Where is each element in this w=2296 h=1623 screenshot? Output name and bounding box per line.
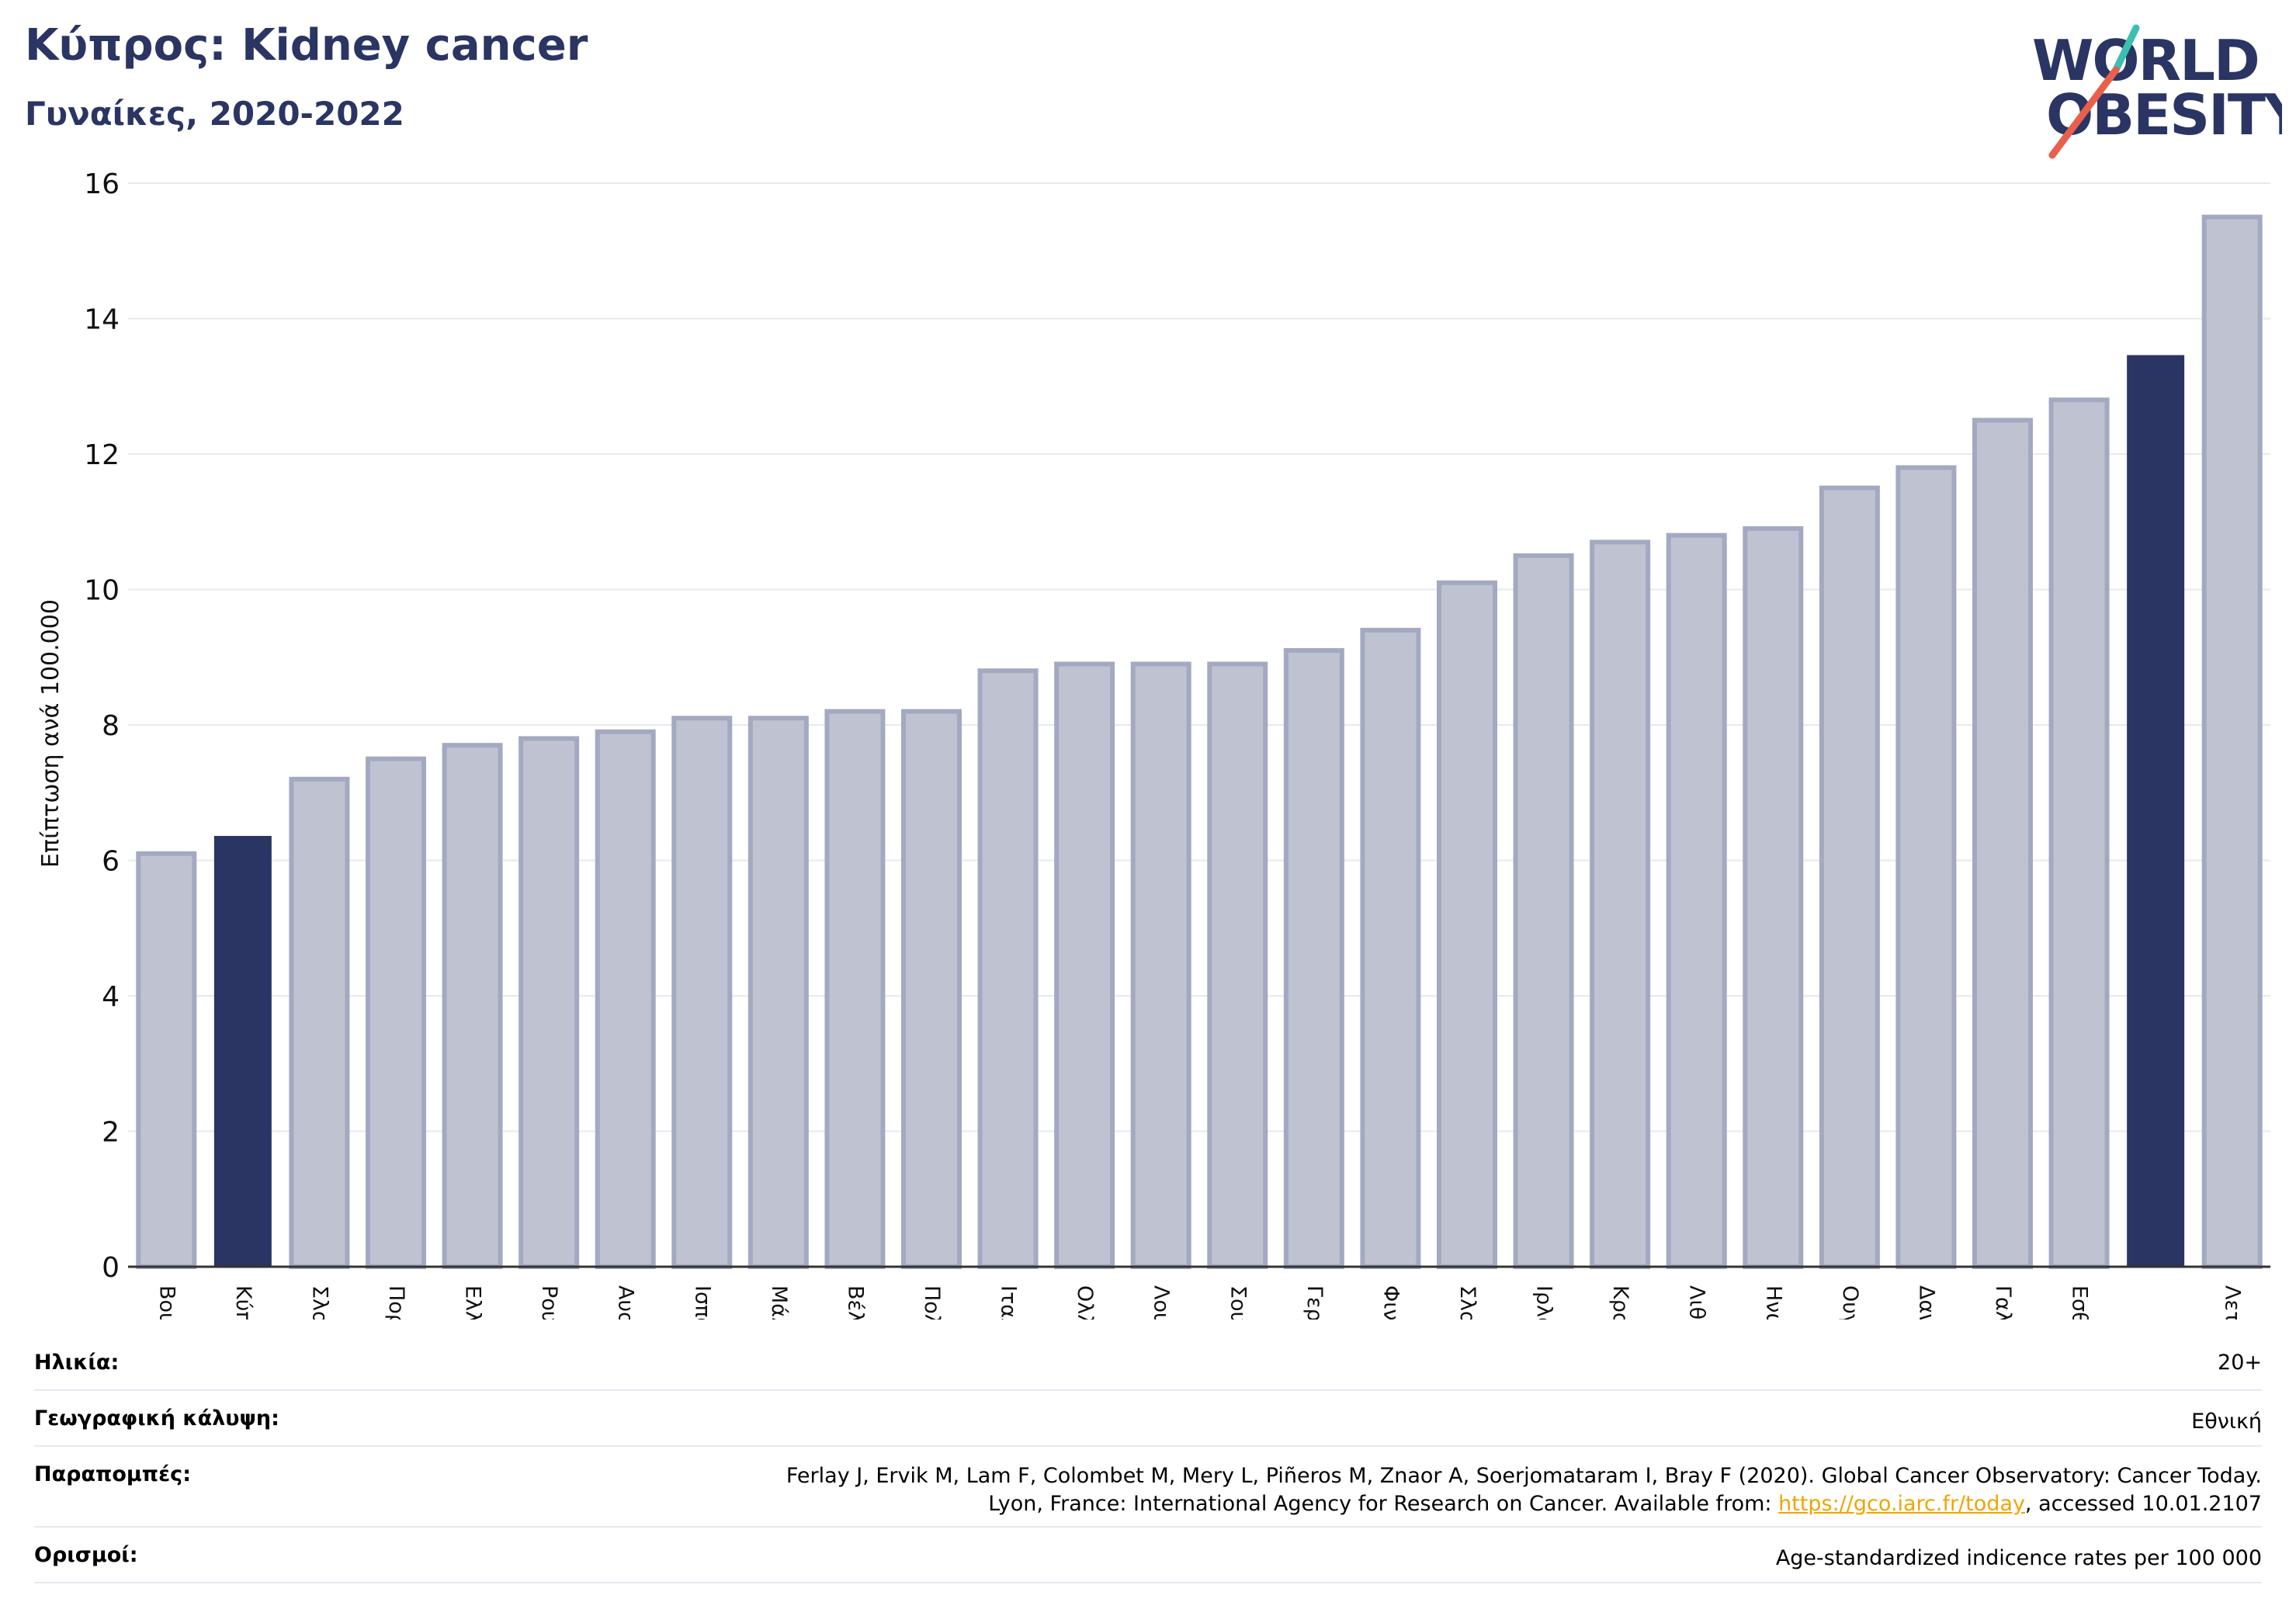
- y-tick-label: 14: [84, 304, 120, 336]
- info-value-coverage: Εθνική: [2191, 1410, 2262, 1434]
- bar-value: [1054, 661, 1115, 1269]
- chart-subtitle: Γυναίκες, 2020-2022: [25, 95, 404, 133]
- bar-value: [366, 756, 426, 1269]
- y-tick-label: 2: [102, 1117, 120, 1149]
- x-tick-label: Βέλγιο: [843, 1285, 867, 1320]
- bar-value: [747, 716, 809, 1269]
- x-tick-label: Ουγγαρία: [1838, 1285, 1862, 1320]
- bar-value: [1972, 418, 2033, 1269]
- x-tick-label: Βουλγαρία: [154, 1285, 179, 1320]
- logo-slash-red: [2048, 66, 2120, 159]
- reference-line-2-start: Lyon, France: International Agency for R…: [988, 1492, 1779, 1516]
- x-tick-label: Ελλάδα: [461, 1285, 485, 1320]
- info-key-definitions: Ορισμοί:: [34, 1543, 138, 1567]
- info-value-age: 20+: [2218, 1351, 2262, 1375]
- bar-value: [1130, 661, 1191, 1269]
- x-tick-label: Λιθουανία: [1685, 1285, 1709, 1320]
- y-tick-label: 8: [102, 710, 120, 742]
- y-tick-label: 4: [102, 981, 120, 1013]
- x-tick-label: Σουηδία: [1226, 1285, 1250, 1320]
- bar-value: [213, 835, 272, 1268]
- bar-chart: 0 2 4 6 8 10 12 14 16 Βουλγαρία Κύπρος Σλοβενία Πορτ…: [37, 168, 2270, 1320]
- info-row-coverage: Γεωγραφική κάλυψη: Εθνική: [34, 1389, 2262, 1447]
- bar-value: [1743, 525, 1804, 1269]
- x-tick-label: Ηνωμένο Βασίλειο: [1761, 1285, 1785, 1320]
- x-tick-label: Ολλανδία: [1073, 1285, 1097, 1320]
- bar-value: [1666, 532, 1727, 1269]
- y-tick-label: 10: [84, 575, 120, 607]
- bar-value: [1895, 465, 1957, 1270]
- info-value-definitions: Age-standardized indicence rates per 100…: [1775, 1546, 2262, 1570]
- info-key-references: Παραπομπές:: [34, 1462, 191, 1486]
- info-key-age: Ηλικία:: [34, 1351, 120, 1375]
- bar-value: [1360, 627, 1421, 1269]
- y-tick-label: 16: [84, 168, 120, 200]
- axes: 0 2 4 6 8 10 12 14 16 Βουλγαρία Κύπρος Σλοβενία Πορτ…: [84, 168, 2270, 1320]
- y-tick-label: 12: [84, 439, 120, 471]
- x-tick-label: Πολωνία: [920, 1285, 944, 1320]
- reference-line-2: Lyon, France: International Agency for R…: [786, 1490, 2262, 1518]
- x-tick-label: Ρουμανία: [537, 1285, 561, 1320]
- x-tick-label: Λετονία: [2221, 1285, 2245, 1320]
- bar-value: [2201, 214, 2263, 1269]
- y-axis-label: Επίπτωση ανά 100.000: [37, 599, 64, 868]
- info-row-definitions: Ορισμοί: Age-standardized indicence rate…: [34, 1526, 2262, 1583]
- x-tick-label: Εσθονία: [2068, 1285, 2092, 1320]
- bar-value: [1819, 485, 1880, 1269]
- x-tick-label: Ιρλανδία: [1532, 1285, 1556, 1320]
- logo-slash-teal: [2112, 24, 2140, 74]
- bar-value: [519, 736, 580, 1269]
- x-tick-label: Γαλλία: [1991, 1285, 2015, 1320]
- x-tick-label: Φινλανδία: [1379, 1285, 1403, 1320]
- x-tick-label: Δανία: [1914, 1285, 1938, 1320]
- reference-line-1: Ferlay J, Ervik M, Lam F, Colombet M, Me…: [786, 1464, 2262, 1488]
- x-tick-label: Ισπανία: [690, 1285, 714, 1320]
- bar-value: [442, 743, 503, 1269]
- bar-value: [1207, 661, 1268, 1269]
- bar-unlabeled: [2127, 355, 2185, 1268]
- x-tick-label: Σλοβενία: [307, 1285, 331, 1320]
- bar-value: [2048, 397, 2110, 1270]
- x-tick-label: Λουξεμβούργο: [1150, 1285, 1174, 1320]
- reference-link[interactable]: https://gco.iarc.fr/today: [1778, 1492, 2025, 1516]
- info-row-references: Παραπομπές: Ferlay J, Ervik M, Lam F, Co…: [34, 1445, 2262, 1528]
- bar-value: [595, 729, 656, 1269]
- bars: [136, 214, 2263, 1270]
- logo-line1: WORLD: [2032, 28, 2259, 93]
- bar-value: [289, 776, 350, 1269]
- bar-value: [1437, 580, 1497, 1269]
- x-tick-label: Κροατία: [1608, 1285, 1632, 1320]
- chart-title: Κύπρος: Kidney cancer: [25, 20, 588, 71]
- y-tick-label: 0: [102, 1252, 120, 1284]
- bar-value: [1283, 648, 1344, 1269]
- x-tick-label: Γερμανία: [1302, 1285, 1327, 1320]
- x-tick-label: Πορτογαλία: [384, 1285, 408, 1320]
- bar-value: [901, 709, 962, 1269]
- info-value-references: Ferlay J, Ervik M, Lam F, Colombet M, Me…: [786, 1462, 2262, 1518]
- x-tick-label: Σλοβακία: [1455, 1285, 1479, 1320]
- bar-value: [1513, 553, 1574, 1269]
- x-tick-label: Μάλτα: [767, 1285, 791, 1320]
- info-row-age: Ηλικία: 20+: [34, 1333, 2262, 1391]
- bar-value: [977, 668, 1039, 1269]
- reference-line-2-end: , accessed 10.01.2107: [2024, 1492, 2262, 1516]
- info-key-coverage: Γεωγραφική κάλυψη:: [34, 1406, 279, 1431]
- x-tick-label: Ιταλία: [997, 1285, 1021, 1320]
- bar-value: [824, 709, 886, 1269]
- x-tick-label: Κύπρος: [231, 1285, 255, 1320]
- bar-value: [136, 851, 197, 1269]
- bar-value: [671, 716, 733, 1269]
- x-tick-label: Αυστρία: [614, 1285, 638, 1320]
- y-tick-label: 6: [102, 846, 120, 878]
- world-obesity-logo: WORLD OBESITY: [2032, 24, 2282, 159]
- bar-value: [1590, 539, 1651, 1269]
